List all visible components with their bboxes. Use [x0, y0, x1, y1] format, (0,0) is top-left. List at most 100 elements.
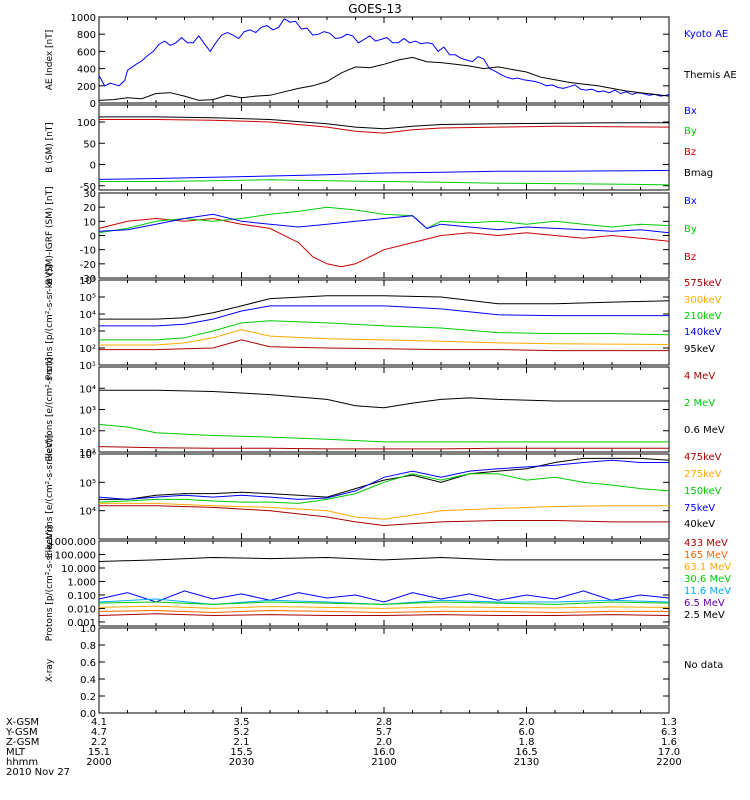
series-line-300kev — [99, 329, 670, 346]
y-tick-label: 0.010 — [67, 604, 96, 615]
series-line-themis-ae — [98, 56, 670, 101]
x-axis-value: 2000 — [86, 757, 111, 768]
x-axis-value: 5.2 — [234, 727, 250, 738]
series-line-2-mev — [98, 423, 669, 443]
x-axis-value: 2.2 — [91, 737, 107, 748]
series-line-210kev — [99, 320, 670, 341]
series-line-575kev — [99, 339, 669, 352]
y-tick-label: 50 — [83, 139, 96, 150]
y-tick-label: 1000 — [71, 13, 96, 24]
y-tick-label: 10³ — [79, 327, 96, 338]
x-axis-value: 15.5 — [230, 747, 252, 758]
legend-entry: 30.6 MeV — [684, 574, 731, 585]
y-tick-label: 0.8 — [80, 641, 96, 652]
y-tick-label: 0.0 — [80, 709, 96, 720]
series-line-bz — [98, 217, 670, 268]
series-line-140kev — [99, 305, 669, 327]
x-axis-value: 4.7 — [91, 727, 107, 738]
x-axis-value: 2130 — [514, 757, 539, 768]
legend-entry: 300keV — [684, 295, 722, 306]
y-tick-label: 10.000 — [61, 564, 96, 575]
y-tick-label: 10 — [83, 217, 96, 228]
series-line-150kev — [98, 473, 670, 504]
legend-entry: 63.1 MeV — [684, 562, 731, 573]
plot-title: GOES-13 — [348, 2, 402, 16]
x-axis-row-label: MLT — [6, 747, 26, 758]
series-line-4-mev — [98, 446, 669, 450]
y-tick-label: 10¹ — [79, 361, 96, 372]
x-axis-value: 5.7 — [376, 727, 392, 738]
series-line-by — [99, 179, 670, 186]
y-tick-label: 0 — [90, 232, 96, 243]
y-tick-label: 0.4 — [80, 675, 96, 686]
y-tick-label: 0 — [90, 161, 96, 172]
x-axis-value: 6.0 — [519, 727, 535, 738]
y-tick-label: 10⁴ — [79, 384, 96, 395]
y-tick-label: -50 — [80, 182, 96, 193]
y-tick-label: 10⁴ — [79, 310, 96, 321]
x-axis-value: 6.3 — [661, 727, 677, 738]
y-tick-label: 10¹ — [79, 448, 96, 459]
y-axis-label: B (SM)-IGRF (SM) [nT] — [45, 186, 55, 284]
legend-entry: 575keV — [684, 278, 722, 289]
x-axis-value: 2.8 — [376, 717, 392, 728]
y-axis-label: B (SM) [nT] — [45, 122, 55, 173]
y-tick-label: 1.000 — [67, 577, 96, 588]
series-line-by — [98, 206, 670, 234]
y-axis-label: AE Index [nT] — [45, 30, 55, 91]
legend-entry: Bmag — [684, 168, 713, 179]
y-tick-label: 10⁵ — [79, 293, 96, 304]
legend-entry: 433 MeV — [684, 538, 728, 549]
x-axis-value: 16.0 — [373, 747, 395, 758]
legend-entry: 0.6 MeV — [684, 425, 725, 436]
y-tick-label: 20 — [83, 203, 96, 214]
legend-entry: Bz — [684, 252, 696, 263]
y-axis-label: X-ray — [45, 658, 55, 682]
y-tick-label: 1000.000 — [48, 537, 96, 548]
legend-entry: 2.5 MeV — [684, 610, 725, 621]
y-tick-label: 600 — [77, 47, 96, 58]
series-line-6-5-mev — [98, 590, 670, 603]
y-axis-label: Electrons [e/(cm²-s-sr-keV)] — [45, 435, 55, 558]
x-axis-value: 17.0 — [658, 747, 680, 758]
series-line-bz — [99, 119, 670, 134]
x-axis-value: 2200 — [656, 757, 681, 768]
y-tick-label: 100.000 — [55, 550, 96, 561]
legend-entry: 11.6 MeV — [684, 586, 731, 597]
series-line-433-mev — [98, 613, 670, 617]
series-line-bx — [98, 213, 670, 234]
series-line-bmag — [99, 116, 669, 130]
x-axis-value: 2100 — [371, 757, 396, 768]
x-axis-value: 2.0 — [376, 737, 392, 748]
x-axis-value: 2.0 — [519, 717, 535, 728]
y-tick-label: 10² — [79, 427, 96, 438]
x-axis-value: 3.5 — [234, 717, 250, 728]
legend-entry: 165 MeV — [684, 550, 728, 561]
series-line-165-mev — [98, 609, 669, 614]
legend-entry: 75keV — [684, 503, 715, 514]
y-axis-label: Protons [p/(cm²-s-sr-keV)] — [45, 526, 55, 642]
series-line-30-6-mev — [98, 601, 670, 605]
y-tick-label: 10² — [79, 344, 96, 355]
panel-frame — [98, 627, 670, 714]
y-tick-label: 10⁵ — [79, 478, 96, 489]
series-line-475kev — [99, 505, 669, 527]
y-tick-label: 200 — [77, 82, 96, 93]
y-tick-label: 10⁴ — [79, 507, 96, 518]
y-tick-label: 0 — [90, 99, 96, 110]
series-line-75kev — [98, 459, 669, 500]
panel-frame — [98, 453, 670, 540]
legend-entry: 150keV — [684, 486, 722, 497]
legend-entry: By — [684, 126, 697, 137]
legend-entry: 275keV — [684, 469, 722, 480]
panel-frame — [98, 192, 670, 279]
x-axis-row-label: hhmm — [6, 757, 38, 768]
legend-entry: 2 MeV — [684, 398, 715, 409]
y-axis-label: Protons [p/(cm²-s-sr-keV)] — [45, 265, 55, 381]
x-axis-value: 15.1 — [88, 747, 110, 758]
series-line-95kev — [99, 295, 670, 320]
y-tick-label: -10 — [80, 246, 96, 257]
y-tick-label: 0.6 — [80, 658, 96, 669]
legend-entry: 210keV — [684, 311, 722, 322]
